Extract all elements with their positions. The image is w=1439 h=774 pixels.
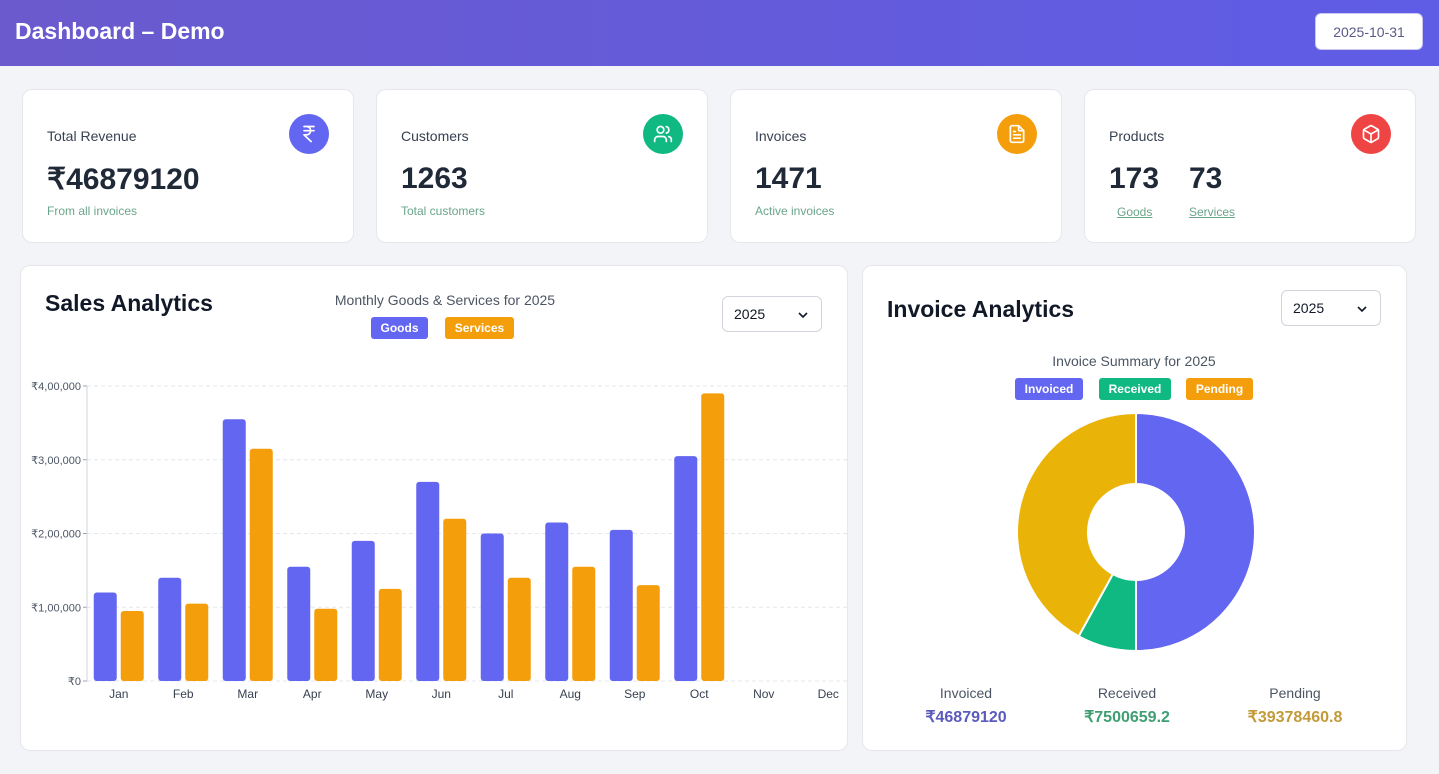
chevron-down-icon <box>1357 306 1367 313</box>
received-summary-label: Received <box>1097 685 1157 701</box>
bar-goods <box>351 540 375 681</box>
x-tick-label: Aug <box>560 687 581 701</box>
sales-analytics-panel: Sales Analytics Monthly Goods & Services… <box>20 265 849 751</box>
bar-services <box>572 566 596 681</box>
revenue-label: Total Revenue <box>47 128 137 144</box>
y-tick-label: ₹1,00,000 <box>31 602 81 614</box>
chevron-down-icon <box>798 312 808 319</box>
services-link[interactable]: Services <box>1189 205 1236 219</box>
top-bar: Dashboard – Demo 2025-10-31 <box>0 0 1439 66</box>
invoice-title: Invoice Analytics <box>887 296 1075 322</box>
bar-services <box>507 577 531 681</box>
invoice-year-value: 2025 <box>1293 300 1325 316</box>
invoice-analytics-panel: Invoice Analytics 2025 Invoice Summary f… <box>862 265 1407 751</box>
x-tick-label: Dec <box>818 687 839 701</box>
legend-invoiced[interactable]: Invoiced <box>1015 378 1083 400</box>
x-tick-label: Oct <box>690 687 709 701</box>
legend-services[interactable]: Services <box>445 317 514 339</box>
customers-card: Customers 1263 Total customers <box>376 89 708 243</box>
bar-services <box>249 448 273 681</box>
slice-pending <box>1016 411 1137 638</box>
y-tick-label: ₹4,00,000 <box>31 381 81 393</box>
sales-bar-chart: ₹0 ₹1,00,000 ₹2,00,000 ₹3,00,000 ₹4,00,000 Ja… <box>31 381 849 701</box>
invoices-label: Invoices <box>755 128 807 144</box>
sales-year-select[interactable]: 2025 <box>722 296 822 332</box>
bar-goods <box>287 566 311 681</box>
y-tick-label: ₹3,00,000 <box>31 455 81 467</box>
legend-goods[interactable]: Goods <box>371 317 428 339</box>
customers-value: 1263 <box>401 162 468 195</box>
bar-goods <box>609 529 633 681</box>
customers-label: Customers <box>401 128 469 144</box>
invoice-year-select[interactable]: 2025 <box>1281 290 1381 326</box>
received-summary-value: ₹7500659.2 <box>1084 709 1170 726</box>
x-tick-label: Jan <box>109 687 128 701</box>
bar-services <box>443 518 467 681</box>
x-tick-label: Mar <box>237 687 258 701</box>
goods-count: 173 <box>1109 162 1160 195</box>
bar-services <box>378 588 402 681</box>
date-button[interactable]: 2025-10-31 <box>1315 13 1423 50</box>
legend-pending[interactable]: Pending <box>1186 378 1253 400</box>
pending-summary-label: Pending <box>1269 685 1321 701</box>
revenue-card: Total Revenue ₹46879120 From all invoice… <box>22 89 354 243</box>
bar-goods <box>416 481 440 681</box>
sales-chart-title: Monthly Goods & Services for 2025 <box>334 292 556 308</box>
x-tick-label: Jul <box>498 687 513 701</box>
document-icon <box>997 114 1037 154</box>
invoiced-summary-label: Invoiced <box>939 685 993 701</box>
products-card: Products 173 73 Goods Services <box>1084 89 1416 243</box>
bar-goods <box>158 577 182 681</box>
services-count: 73 <box>1189 162 1223 195</box>
x-tick-label: Jun <box>432 687 451 701</box>
page-title: Dashboard – Demo <box>15 18 225 44</box>
sales-title: Sales Analytics <box>45 290 213 316</box>
revenue-sub: From all invoices <box>47 204 138 218</box>
bar-services <box>314 608 338 681</box>
rupee-icon <box>289 114 329 154</box>
bar-goods <box>545 522 569 681</box>
products-label: Products <box>1109 128 1165 144</box>
invoice-chart-title: Invoice Summary for 2025 <box>1052 353 1216 369</box>
invoiced-summary-value: ₹46879120 <box>925 709 1007 726</box>
goods-link[interactable]: Goods <box>1117 205 1153 219</box>
x-tick-label: May <box>365 687 388 701</box>
revenue-value: ₹46879120 <box>47 163 200 196</box>
customers-sub: Total customers <box>401 204 486 218</box>
pending-summary-value: ₹39378460.8 <box>1247 709 1343 726</box>
x-tick-label: Sep <box>624 687 646 701</box>
x-tick-label: Feb <box>173 687 194 701</box>
users-icon <box>643 114 683 154</box>
legend-received[interactable]: Received <box>1099 378 1171 400</box>
invoices-sub: Active invoices <box>755 204 835 218</box>
bar-services <box>636 585 660 681</box>
invoices-value: 1471 <box>755 162 822 195</box>
slice-invoiced <box>1135 411 1256 653</box>
bar-services <box>185 603 209 681</box>
bar-goods <box>480 533 504 681</box>
bar-services <box>120 610 144 681</box>
y-tick-label: ₹0 <box>68 676 81 688</box>
x-tick-label: Apr <box>303 687 322 701</box>
bar-goods <box>222 419 246 681</box>
bar-goods <box>674 456 698 681</box>
y-tick-label: ₹2,00,000 <box>31 529 81 541</box>
sales-year-value: 2025 <box>734 306 766 322</box>
bar-goods <box>93 592 117 681</box>
package-icon <box>1351 114 1391 154</box>
invoice-donut-chart <box>1016 411 1256 653</box>
invoices-card: Invoices 1471 Active invoices <box>730 89 1062 243</box>
bar-services <box>701 393 725 681</box>
x-tick-label: Nov <box>753 687 774 701</box>
